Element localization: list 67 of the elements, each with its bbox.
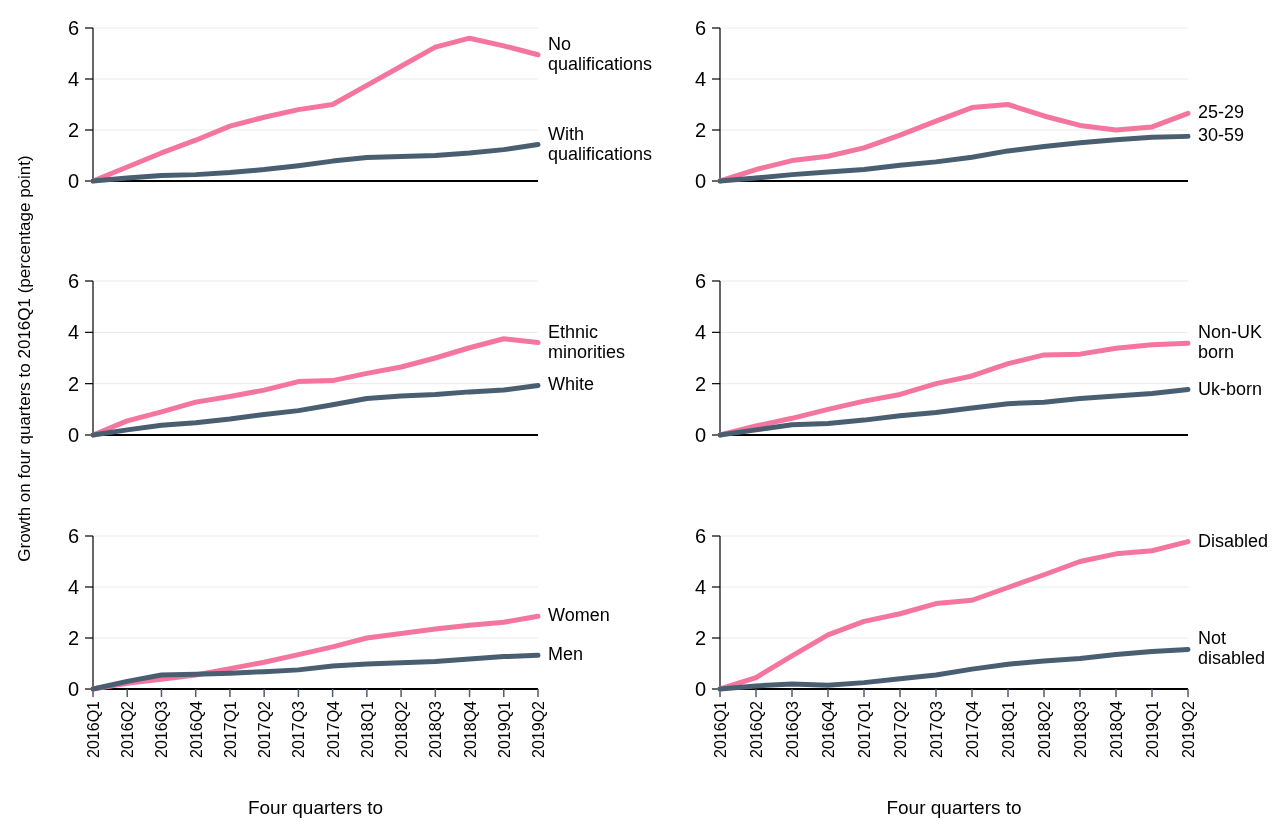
series-label: Women [548,605,610,626]
y-tick-label: 6 [67,17,79,39]
x-tick-label: 2019Q2 [530,700,547,758]
y-tick-label: 0 [67,170,79,192]
x-tick-label: 2016Q4 [187,700,205,758]
x-tick-label: 2016Q3 [784,700,801,758]
x-axis-title: Four quarters to [247,797,384,818]
y-tick-label: 0 [67,424,79,446]
y-tick-label: 4 [67,576,79,598]
y-tick-label: 6 [694,17,706,39]
x-tick-label: 2018Q2 [1036,700,1053,758]
y-tick-label: 4 [694,321,706,344]
x-tick-label: 2017Q4 [324,700,342,758]
y-tick-label: 0 [694,424,706,446]
series-label: 25-29 [1198,102,1245,123]
y-tick-label: 4 [67,321,79,344]
y-tick-label: 4 [67,68,79,90]
x-tick-label: 2017Q1 [856,700,873,758]
y-tick-label: 6 [694,270,706,292]
x-tick-label: 2019Q1 [495,700,513,758]
y-tick-label: 2 [67,119,79,141]
series-label: White [548,374,595,395]
y-tick-label: 2 [694,372,706,395]
x-tick-label: 2016Q2 [748,700,765,758]
y-tick-label: 0 [694,678,706,700]
series-label: Ethnic minorities [548,321,626,362]
x-tick-label: 2018Q2 [393,700,411,758]
x-tick-label: 2016Q1 [85,700,102,758]
y-axis-title: Growth on four quarters to 2016Q1 (percentage point) [15,155,34,562]
x-axis-title: Four quarters to [886,797,1022,818]
x-tick-label: 2016Q1 [712,700,729,758]
series-label: Non-UK born [1198,322,1263,363]
series-label: Uk-born [1198,378,1263,399]
series-label: Not disabled [1198,628,1266,669]
y-tick-label: 2 [67,627,79,649]
x-tick-label: 2017Q2 [256,700,274,758]
y-tick-label: 0 [67,678,79,700]
y-tick-label: 6 [67,525,79,547]
x-tick-label: 2019Q1 [1144,700,1161,758]
y-tick-label: 0 [694,170,706,192]
x-tick-label: 2018Q4 [461,700,479,758]
x-tick-label: 2018Q1 [358,700,376,758]
y-tick-label: 2 [694,627,706,649]
y-tick-label: 2 [694,119,706,141]
series-label: 30-59 [1198,125,1245,146]
x-tick-label: 2016Q4 [820,700,837,758]
series-label: Men [548,644,584,665]
x-tick-label: 2016Q2 [119,700,137,758]
x-tick-label: 2017Q2 [892,700,909,758]
x-tick-label: 2018Q3 [1072,700,1089,758]
x-tick-label: 2017Q3 [290,700,308,758]
series-label: No qualifications [548,33,653,74]
y-tick-label: 4 [694,68,706,90]
x-tick-label: 2016Q3 [153,700,171,758]
series-label: Disabled [1198,530,1269,551]
y-tick-label: 4 [694,576,706,598]
x-tick-label: 2018Q1 [1000,700,1017,758]
x-tick-label: 2019Q2 [1180,700,1197,758]
x-tick-label: 2017Q3 [928,700,945,758]
x-tick-label: 2018Q3 [427,700,445,758]
x-tick-label: 2017Q4 [964,700,981,758]
y-tick-label: 2 [67,372,79,395]
x-tick-label: 2018Q4 [1108,700,1125,758]
y-tick-label: 6 [67,270,79,292]
y-tick-label: 6 [694,525,706,547]
x-tick-label: 2017Q1 [221,700,239,758]
series-label: With qualifications [548,123,653,164]
